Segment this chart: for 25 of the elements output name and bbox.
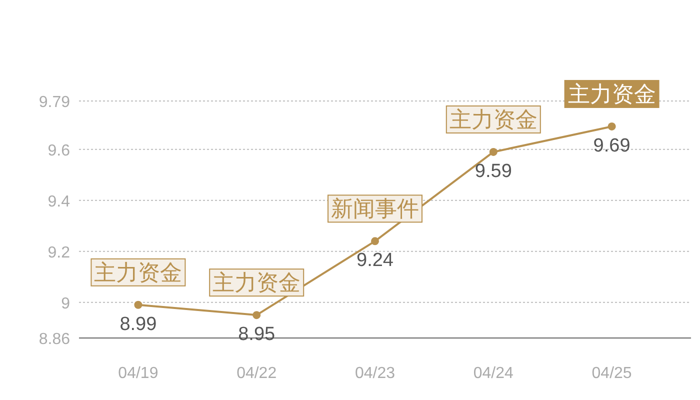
data-label: 9.69 <box>593 135 630 156</box>
x-tick-label: 04/24 <box>473 365 514 382</box>
y-tick-label: 9.6 <box>48 142 70 160</box>
annotation: 主力资金 <box>94 260 182 285</box>
y-tick-label: 9.4 <box>48 193 70 210</box>
y-tick-label: 8.86 <box>38 331 70 348</box>
x-tick-label: 04/25 <box>592 365 632 382</box>
point <box>252 311 261 320</box>
x-tick-label: 04/23 <box>354 365 396 382</box>
data-label: 9.59 <box>474 160 512 182</box>
y-tick-label: 9 <box>61 295 70 312</box>
point <box>134 300 142 309</box>
y-tick-label: 9.79 <box>38 94 70 111</box>
x-tick-label: 04/19 <box>118 365 158 382</box>
point <box>489 148 498 156</box>
annotation: 主力资金 <box>568 81 656 106</box>
y-tick-label: 9.2 <box>48 244 70 262</box>
annotation: 主力资金 <box>212 270 301 296</box>
point <box>608 122 616 130</box>
point <box>371 237 379 246</box>
x-tick-label: 04/22 <box>236 365 277 382</box>
data-label: 9.24 <box>356 250 394 272</box>
data-label: 8.99 <box>120 314 157 335</box>
annotation: 主力资金 <box>449 106 538 132</box>
annotation: 新闻事件 <box>331 196 419 222</box>
